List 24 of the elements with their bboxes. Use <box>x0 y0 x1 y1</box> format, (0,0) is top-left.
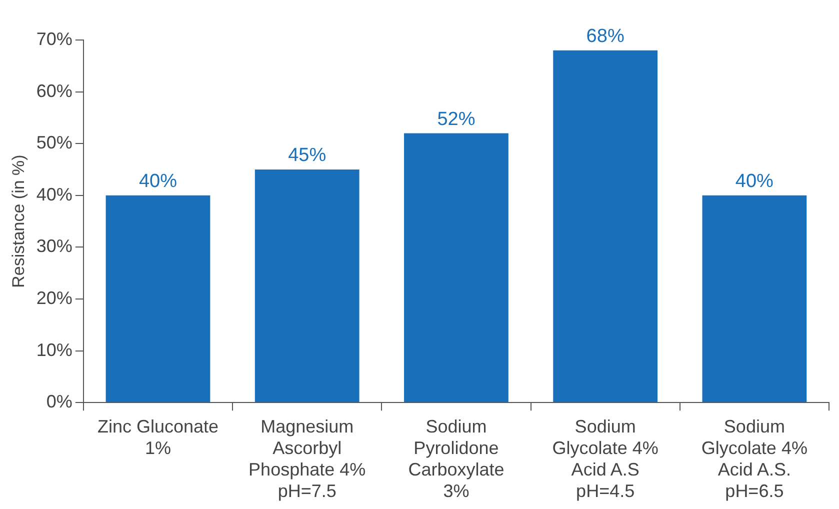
bar <box>254 170 360 402</box>
data-label: 68% <box>586 26 624 48</box>
data-label: 45% <box>288 145 326 166</box>
bar <box>404 133 508 402</box>
y-tick-label: 30% <box>36 236 72 256</box>
x-tick-label: Sodium Pyrolidone Carboxylate 3% <box>408 416 504 502</box>
y-axis-title: Resistance (in %) <box>8 154 28 288</box>
data-label: 40% <box>735 171 774 192</box>
y-tick-label: 40% <box>36 184 72 204</box>
x-tick-label: Magnesium Ascorbyl Phosphate 4% pH=7.5 <box>248 416 366 502</box>
y-tick-label: 10% <box>36 340 72 360</box>
bar <box>702 195 807 402</box>
bar <box>553 50 658 402</box>
data-label: 40% <box>138 171 178 192</box>
x-tick-label: Sodium Glycolate 4% Acid A.S pH=4.5 <box>552 416 658 502</box>
y-tick-label: 20% <box>36 288 72 308</box>
data-label: 52% <box>437 108 476 130</box>
y-tick-label: 70% <box>36 28 72 49</box>
x-tick-label: Zinc Gluconate 1% <box>97 416 219 458</box>
x-tick-label: Sodium Glycolate 4% Acid A.S. pH=6.5 <box>701 416 808 502</box>
y-tick-label: 60% <box>36 80 72 101</box>
y-tick-label: 0% <box>46 392 72 412</box>
bar <box>106 195 210 402</box>
y-tick-label: 50% <box>36 132 72 153</box>
